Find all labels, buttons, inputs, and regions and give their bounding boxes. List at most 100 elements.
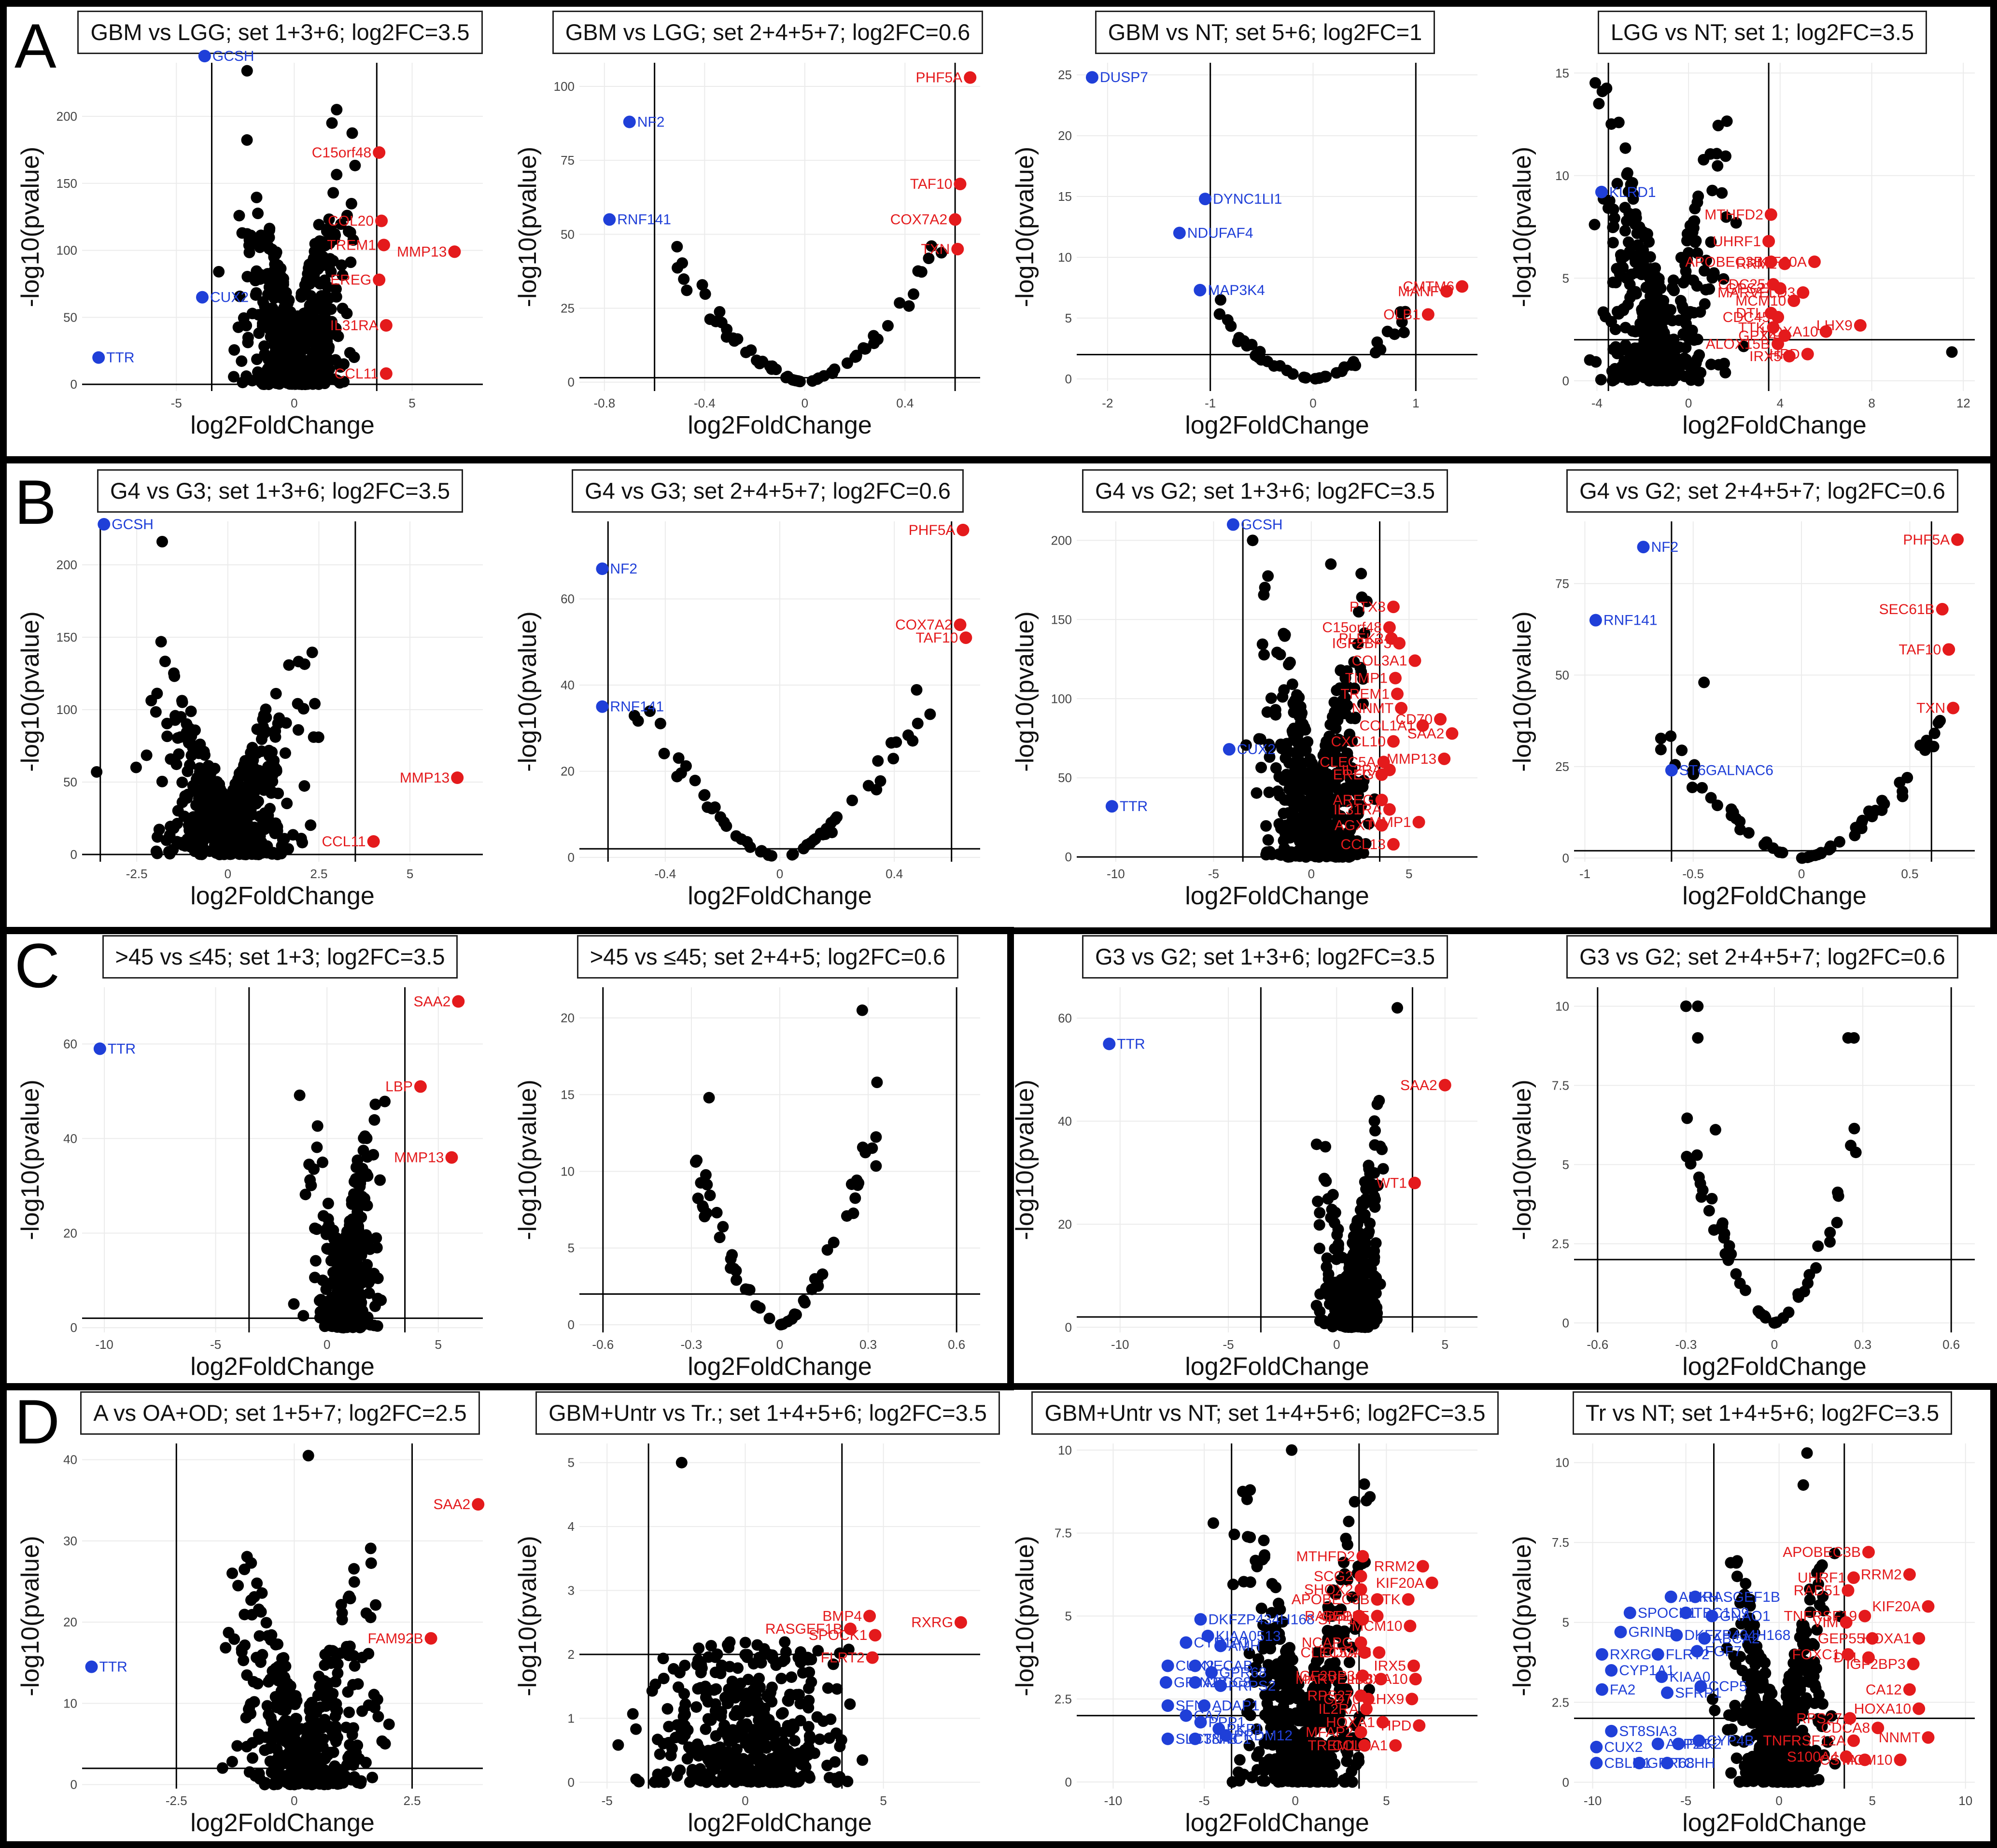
x-axis-label: log2FoldChange [1185, 411, 1369, 439]
gene-point [177, 839, 189, 851]
gene-point [1322, 1637, 1334, 1649]
gene-point [731, 1732, 743, 1744]
gene-label: SPOCK1 [809, 1627, 868, 1643]
y-tick-label: 60 [1058, 1011, 1072, 1025]
gene-point [1288, 798, 1300, 811]
gene-point [693, 1743, 705, 1755]
gene-label: WT1 [1377, 1176, 1407, 1191]
gene-point [1346, 1641, 1358, 1653]
labeled-gene-point [1383, 803, 1396, 816]
x-tick-label: -10 [95, 1337, 113, 1352]
gene-point [228, 371, 240, 383]
gene-point [1720, 150, 1732, 162]
gene-point [320, 373, 332, 385]
gene-point [1227, 1579, 1239, 1591]
y-tick-label: 15 [1555, 66, 1569, 80]
gene-point [1357, 698, 1369, 710]
gene-point [1283, 658, 1295, 671]
gene-point [290, 1745, 302, 1757]
y-tick-label: 2.5 [1055, 1692, 1072, 1706]
gene-label: TXN [1916, 700, 1945, 716]
gene-point [874, 775, 886, 787]
gene-point [372, 1710, 384, 1722]
gene-point [1665, 354, 1677, 366]
y-tick-label: 0 [1562, 851, 1569, 865]
gene-point [1330, 851, 1342, 863]
gene-point [252, 208, 264, 220]
gene-point [630, 1773, 642, 1785]
gene-point [868, 337, 880, 350]
gene-point [335, 218, 347, 230]
gene-point [258, 728, 270, 740]
plot-title: GBM vs NT; set 5+6; log2FC=1 [1095, 11, 1435, 54]
gene-point [662, 1736, 675, 1749]
y-tick-label: 0 [568, 1317, 575, 1332]
gene-point [1676, 744, 1688, 756]
gene-point [309, 348, 321, 360]
x-tick-label: 0 [1309, 396, 1316, 410]
gene-point [1251, 1723, 1263, 1735]
gene-point [322, 1197, 334, 1209]
gene-point [238, 312, 250, 324]
labeled-gene-point [1778, 257, 1791, 270]
gene-point [704, 313, 716, 325]
gene-point [1392, 1002, 1403, 1014]
gene-point [658, 1672, 670, 1684]
gene-label: NDUFAF4 [1187, 225, 1253, 241]
gene-label: COL1A1 [1360, 718, 1415, 734]
y-tick-label: 50 [1058, 770, 1072, 785]
gene-point [750, 1678, 762, 1690]
gene-point [783, 1695, 795, 1707]
gene-point [343, 1590, 355, 1602]
gene-point [379, 1095, 391, 1107]
gene-label: TAF10 [910, 176, 953, 192]
gene-point [320, 1283, 332, 1295]
gene-point [1213, 308, 1225, 320]
y-tick-label: 25 [1058, 68, 1072, 82]
labeled-gene-point [954, 618, 967, 631]
labeled-gene-point [98, 518, 111, 531]
gene-point [1336, 1251, 1348, 1263]
gene-point [270, 360, 282, 372]
labeled-gene-point [1393, 637, 1406, 650]
gene-point [1810, 1262, 1822, 1274]
gene-point [1396, 316, 1408, 328]
gene-point [263, 224, 275, 237]
y-tick-label: 0 [1065, 1775, 1072, 1789]
y-tick-label: 0 [1065, 372, 1072, 386]
labeled-gene-point [380, 367, 393, 380]
gene-point [293, 656, 305, 668]
labeled-gene-point [1819, 325, 1832, 338]
gene-point [1323, 1298, 1336, 1310]
gene-point [1326, 711, 1338, 723]
gene-point [281, 798, 293, 810]
gene-point [317, 301, 329, 313]
gene-point [835, 1734, 847, 1746]
gene-label: CDC25 [1718, 277, 1765, 293]
gene-point [309, 1255, 322, 1267]
panel-letter: D [14, 1386, 60, 1457]
gene-point [361, 1259, 373, 1271]
x-tick-label: 1 [1412, 396, 1419, 410]
gene-point [1607, 237, 1619, 249]
gene-point [198, 824, 210, 836]
gene-point [228, 789, 240, 801]
labeled-gene-point [92, 351, 105, 364]
gene-point [1325, 749, 1337, 761]
gene-point [1611, 306, 1623, 318]
gene-point [1340, 1697, 1352, 1709]
x-tick-label: -0.8 [593, 396, 615, 410]
gene-point [1320, 1141, 1332, 1153]
gene-point [1337, 684, 1350, 696]
gene-point [1611, 178, 1623, 190]
gene-point [1326, 1286, 1338, 1298]
gene-point [912, 717, 924, 729]
gene-point [1894, 776, 1906, 788]
labeled-gene-point [964, 71, 977, 84]
gene-point [1300, 372, 1312, 384]
gene-point [298, 780, 310, 792]
gene-point [262, 810, 274, 822]
gene-point [1256, 638, 1268, 650]
gene-point [1389, 328, 1401, 340]
gene-point [887, 753, 900, 765]
